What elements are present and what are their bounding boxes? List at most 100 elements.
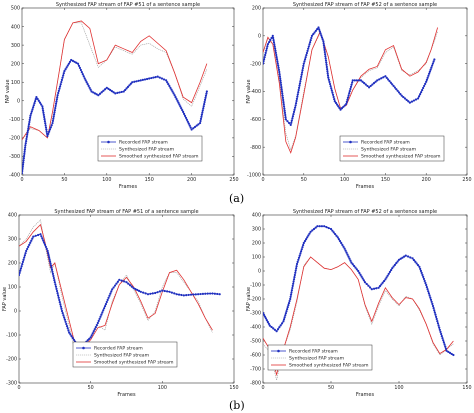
recorded-point [424, 281, 427, 285]
recorded-point [206, 292, 209, 295]
recorded-point [53, 109, 56, 112]
recorded-point [350, 261, 353, 264]
recorded-point [302, 241, 305, 245]
recorded-point [48, 260, 52, 263]
recorded-point [198, 121, 202, 125]
recorded-point [37, 99, 40, 102]
recorded-point [342, 245, 345, 248]
recorded-point [324, 59, 328, 62]
recorded-point [318, 28, 321, 31]
recorded-point [72, 338, 76, 341]
recorded-point [292, 278, 296, 281]
recorded-point [277, 68, 281, 71]
x-tick-label: 150 [381, 177, 390, 183]
recorded-point [416, 264, 420, 267]
recorded-point [407, 100, 410, 103]
recorded-point [52, 274, 55, 278]
recorded-point [287, 301, 291, 305]
recorded-point [295, 265, 298, 268]
recorded-point [194, 293, 197, 296]
recorded-point [29, 116, 32, 119]
recorded-point [188, 124, 191, 127]
recorded-point [69, 333, 72, 336]
recorded-point [144, 292, 147, 295]
recorded-point [39, 233, 42, 236]
recorded-point [344, 249, 347, 252]
recorded-point [396, 89, 399, 92]
recorded-point [49, 264, 53, 267]
recorded-point [170, 88, 173, 91]
legend-label: Synthesized FAP stream [289, 356, 345, 362]
recorded-point [124, 88, 127, 92]
recorded-point [23, 148, 26, 151]
recorded-point [30, 110, 33, 113]
recorded-point [60, 309, 64, 313]
recorded-point [298, 254, 301, 257]
recorded-point [338, 240, 342, 243]
recorded-point [289, 297, 292, 301]
recorded-point [202, 107, 205, 110]
recorded-point [175, 97, 178, 101]
recorded-point [316, 225, 319, 228]
recorded-point [443, 343, 446, 346]
recorded-point [364, 83, 367, 86]
recorded-point [351, 263, 354, 266]
x-tick-label: 250 [462, 177, 471, 183]
recorded-point [429, 68, 432, 71]
recorded-point [36, 97, 39, 101]
recorded-point [414, 98, 418, 101]
recorded-point [369, 286, 372, 289]
recorded-point [42, 241, 46, 244]
caption-b: (b) [229, 399, 245, 412]
recorded-point [434, 315, 438, 318]
recorded-point [282, 105, 286, 108]
recorded-point [42, 111, 45, 114]
recorded-point [324, 53, 327, 56]
recorded-point [56, 292, 59, 295]
recorded-point [263, 62, 265, 65]
recorded-point [123, 280, 126, 283]
recorded-point [323, 225, 326, 228]
recorded-point [273, 45, 276, 48]
recorded-point [300, 75, 303, 78]
recorded-point [348, 92, 351, 95]
recorded-point [303, 60, 306, 63]
recorded-point [100, 313, 103, 316]
recorded-point [23, 150, 26, 153]
recorded-point [280, 85, 283, 89]
recorded-point [426, 288, 429, 291]
recorded-point [195, 124, 198, 127]
y-tick-label: 200 [252, 6, 261, 12]
recorded-point [146, 293, 150, 296]
recorded-point [50, 266, 53, 269]
recorded-point [48, 256, 51, 259]
recorded-point [89, 336, 92, 339]
recorded-point [167, 82, 170, 86]
recorded-point [308, 232, 311, 235]
recorded-point [180, 293, 183, 297]
recorded-point [201, 292, 205, 295]
recorded-point [61, 312, 64, 315]
recorded-point [318, 30, 321, 33]
x-tick-label: 0 [261, 177, 264, 183]
recorded-point [85, 81, 88, 84]
recorded-point [110, 90, 113, 93]
recorded-point [297, 88, 300, 92]
recorded-point [347, 255, 350, 258]
y-tick-label: -800 [250, 145, 261, 151]
recorded-point [362, 279, 365, 282]
legend-box [339, 135, 445, 162]
recorded-point [422, 277, 426, 281]
y-tick-label: 0 [14, 309, 17, 315]
recorded-point [393, 263, 397, 266]
recorded-point [169, 86, 172, 89]
recorded-point [296, 260, 299, 263]
recorded-point [275, 330, 278, 333]
recorded-point [397, 258, 401, 261]
recorded-point [415, 262, 418, 265]
recorded-point [452, 353, 455, 357]
recorded-point [422, 275, 425, 279]
recorded-point [111, 288, 114, 291]
y-tick-label: -200 [6, 357, 17, 363]
recorded-point [273, 43, 276, 46]
